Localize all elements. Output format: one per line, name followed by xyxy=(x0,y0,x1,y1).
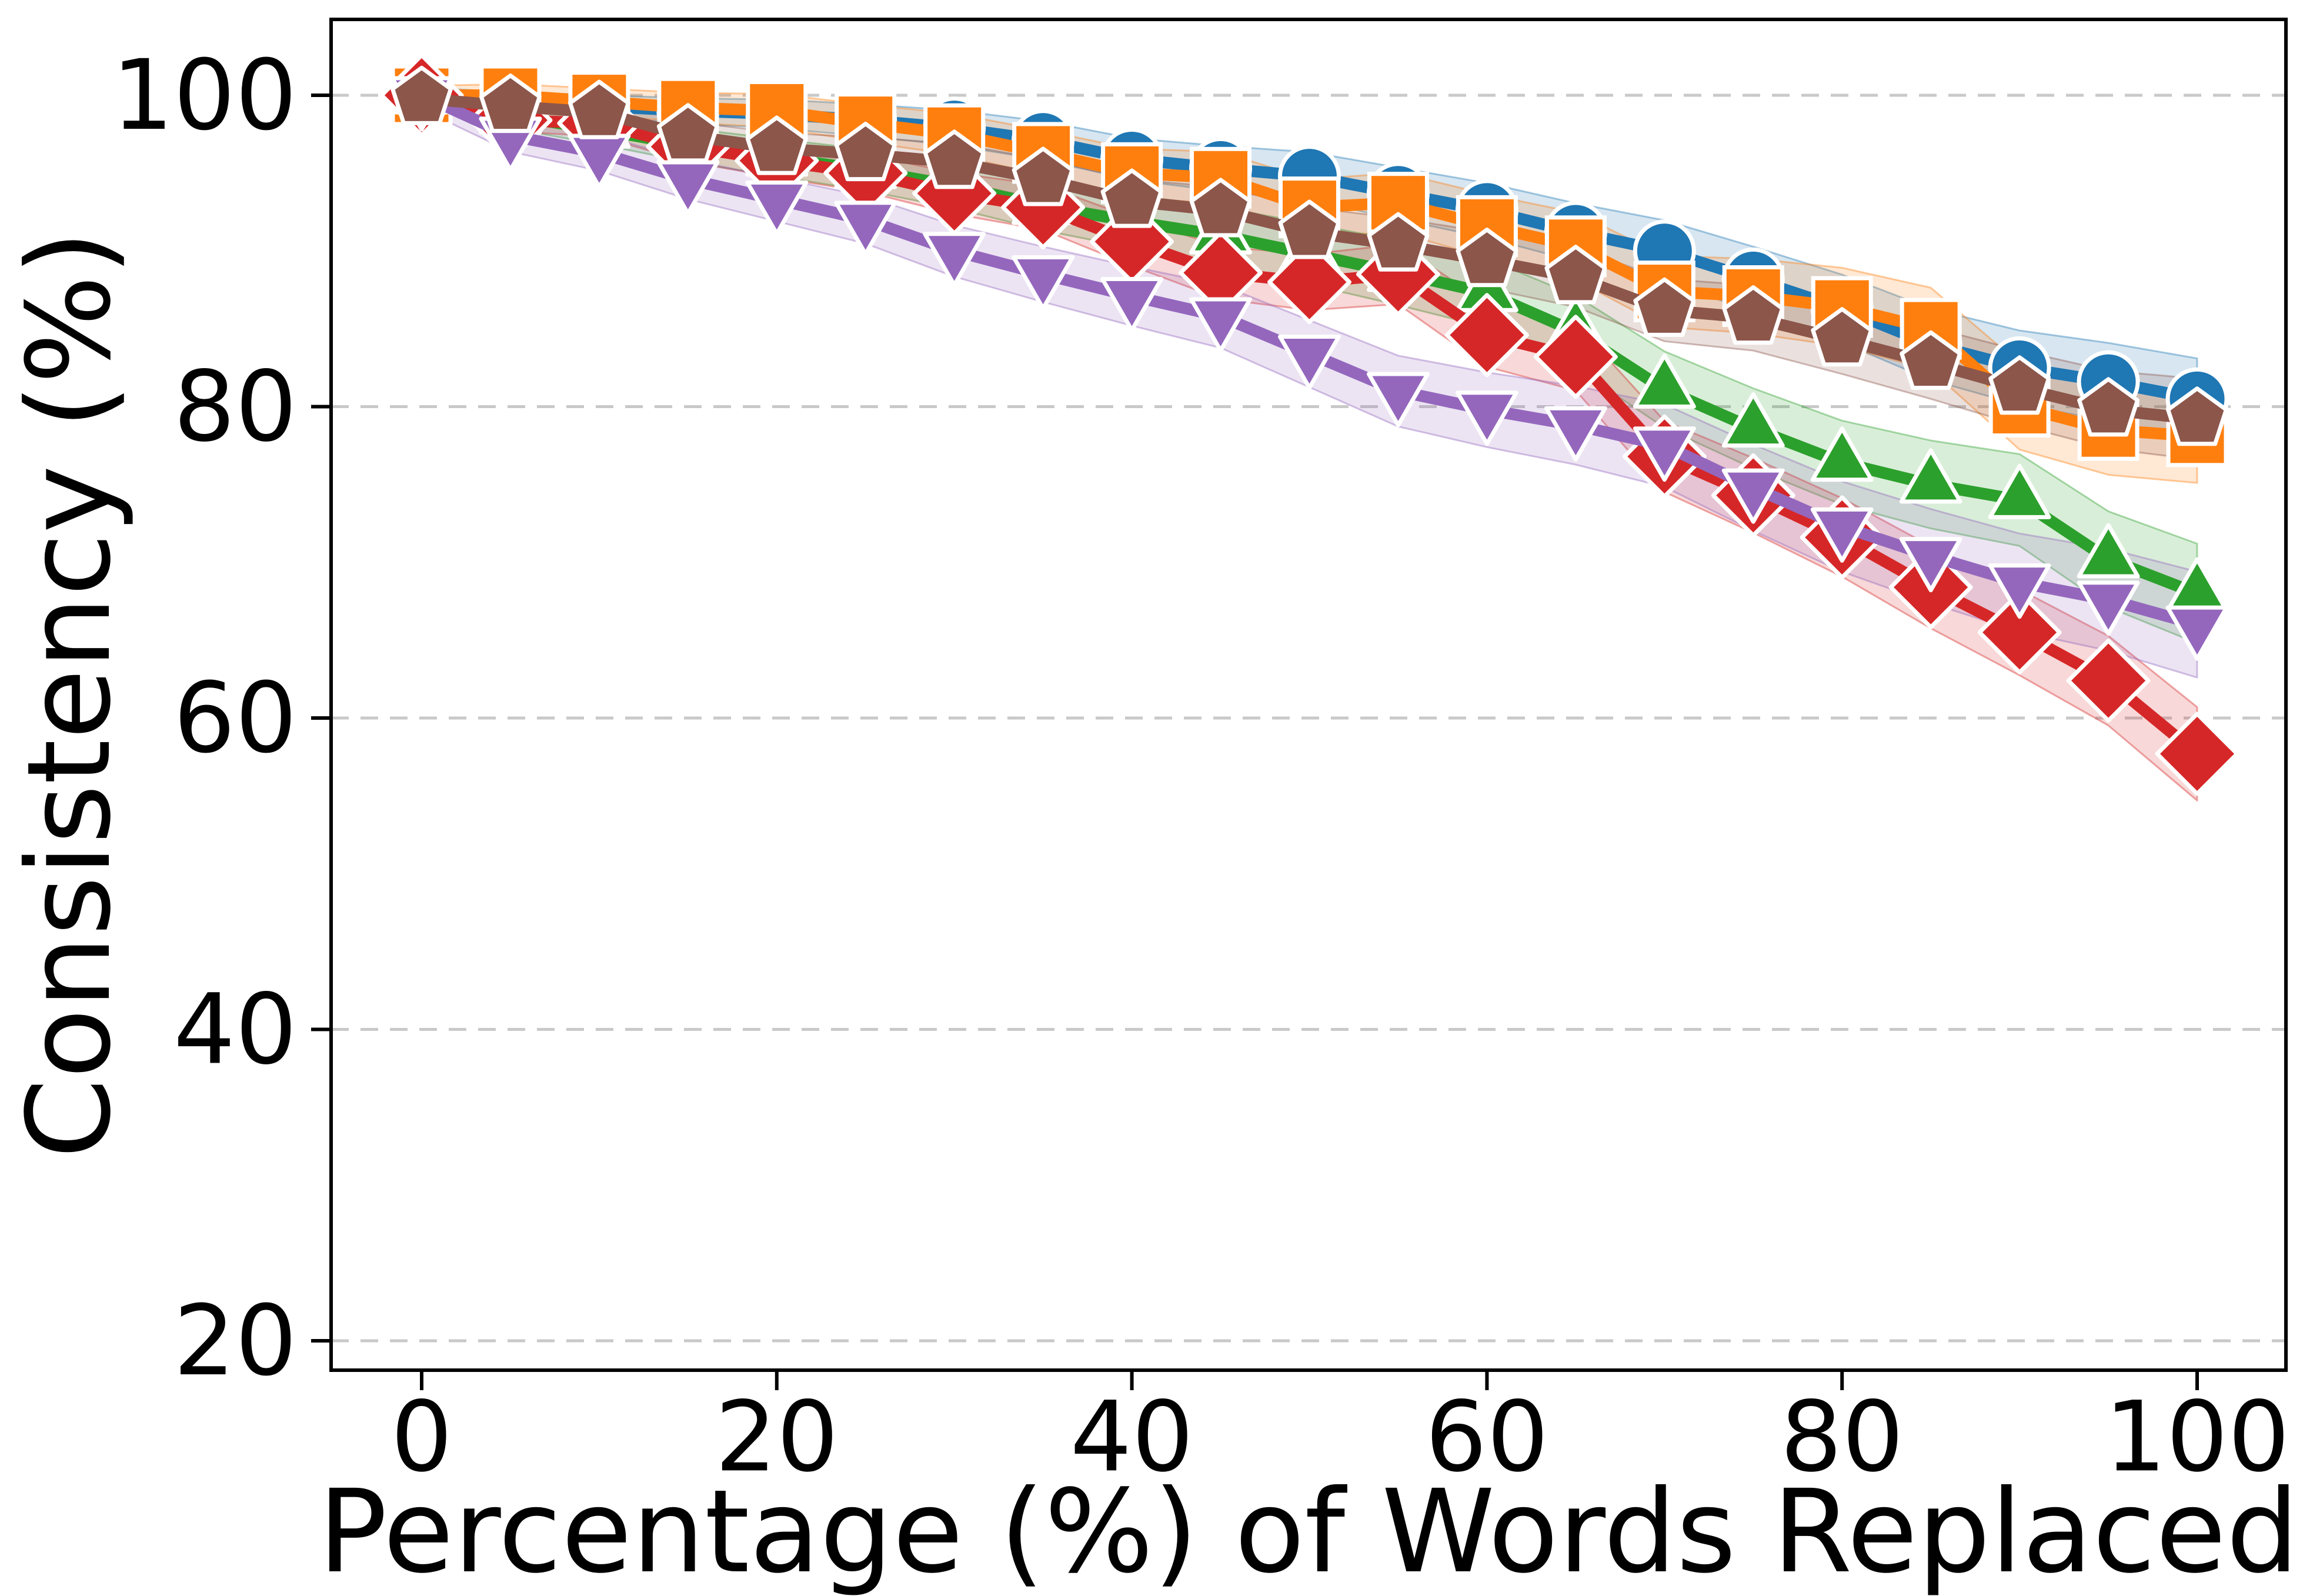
marker-triangle-down xyxy=(1366,372,1430,428)
marker-pentagon xyxy=(568,79,630,139)
marker-pentagon xyxy=(1544,245,1607,305)
marker-diamond xyxy=(1267,240,1351,325)
marker-pentagon xyxy=(1633,277,1696,337)
x-tick-label: 20 xyxy=(715,1380,839,1493)
marker-diamond xyxy=(1533,315,1618,399)
marker-triangle-down xyxy=(1012,255,1075,310)
marker-triangle-down xyxy=(1721,468,1785,524)
marker-triangle-down xyxy=(923,232,986,288)
data-series xyxy=(379,53,2239,796)
y-tick-label: 100 xyxy=(112,39,297,152)
axis-ticks: 100 80 60 40 20 0 20 40 60 80 100 xyxy=(112,39,2289,1493)
marker-pentagon xyxy=(1189,178,1252,238)
plot-area-border xyxy=(329,18,2288,1372)
y-tick-label: 40 xyxy=(173,973,297,1086)
marker-diamond xyxy=(1356,232,1440,316)
gridlines xyxy=(331,94,2286,1343)
marker-triangle-up xyxy=(1988,463,2051,519)
marker-diamond xyxy=(2155,712,2239,796)
x-axis-label: Percentage (%) of Words Replaced xyxy=(318,1465,2299,1596)
y-tick-label: 80 xyxy=(173,350,297,463)
marker-diamond xyxy=(2066,638,2151,723)
marker-pentagon xyxy=(1367,212,1430,272)
series-purple-triangle-down xyxy=(390,76,2229,661)
marker-pentagon xyxy=(1012,146,1074,206)
marker-diamond xyxy=(1444,293,1529,378)
marker-triangle-down xyxy=(1189,297,1253,353)
marker-triangle-up xyxy=(2077,523,2140,579)
marker-triangle-down xyxy=(1544,406,1607,462)
marker-diamond xyxy=(1977,590,2062,675)
marker-pentagon xyxy=(2077,377,2140,437)
marker-triangle-up xyxy=(1899,448,1962,504)
marker-pentagon xyxy=(390,65,453,125)
marker-pentagon xyxy=(1100,168,1163,228)
marker-triangle-down xyxy=(834,201,897,256)
marker-pentagon xyxy=(1456,228,1518,288)
marker-pentagon xyxy=(1722,285,1785,345)
marker-triangle-up xyxy=(1633,353,1696,409)
marker-pentagon xyxy=(1900,330,1962,390)
marker-triangle-down xyxy=(1988,563,2051,619)
series-brown-pentagon xyxy=(390,65,2228,446)
marker-triangle-down xyxy=(745,180,809,236)
marker-triangle-down xyxy=(1278,334,1341,390)
marker-pentagon xyxy=(745,115,808,175)
y-tick-label: 20 xyxy=(173,1284,297,1397)
marker-pentagon xyxy=(656,103,719,163)
x-tick-label: 100 xyxy=(2105,1380,2290,1493)
marker-pentagon xyxy=(479,74,542,133)
marker-triangle-up xyxy=(1810,426,1874,482)
marker-pentagon xyxy=(923,129,986,189)
marker-pentagon xyxy=(1278,199,1341,259)
x-tick-label: 60 xyxy=(1425,1380,1548,1493)
marker-triangle-down xyxy=(2165,605,2229,661)
marker-pentagon xyxy=(1811,307,1874,367)
marker-triangle-down xyxy=(1100,277,1164,333)
x-tick-label: 80 xyxy=(1780,1380,1904,1493)
y-axis-label: Consistency (%) xyxy=(2,231,136,1158)
marker-pentagon xyxy=(2166,386,2228,446)
marker-triangle-down xyxy=(1633,426,1696,482)
x-tick-label: 40 xyxy=(1070,1380,1194,1493)
marker-pentagon xyxy=(1988,355,2051,415)
x-tick-label: 0 xyxy=(391,1380,453,1493)
marker-triangle-up xyxy=(1721,392,1785,448)
marker-triangle-down xyxy=(2077,580,2140,636)
marker-triangle-down xyxy=(1899,537,1962,593)
y-tick-label: 60 xyxy=(173,662,297,774)
marker-pentagon xyxy=(834,122,897,182)
marker-triangle-down xyxy=(1810,507,1874,563)
marker-triangle-down xyxy=(1455,390,1518,446)
